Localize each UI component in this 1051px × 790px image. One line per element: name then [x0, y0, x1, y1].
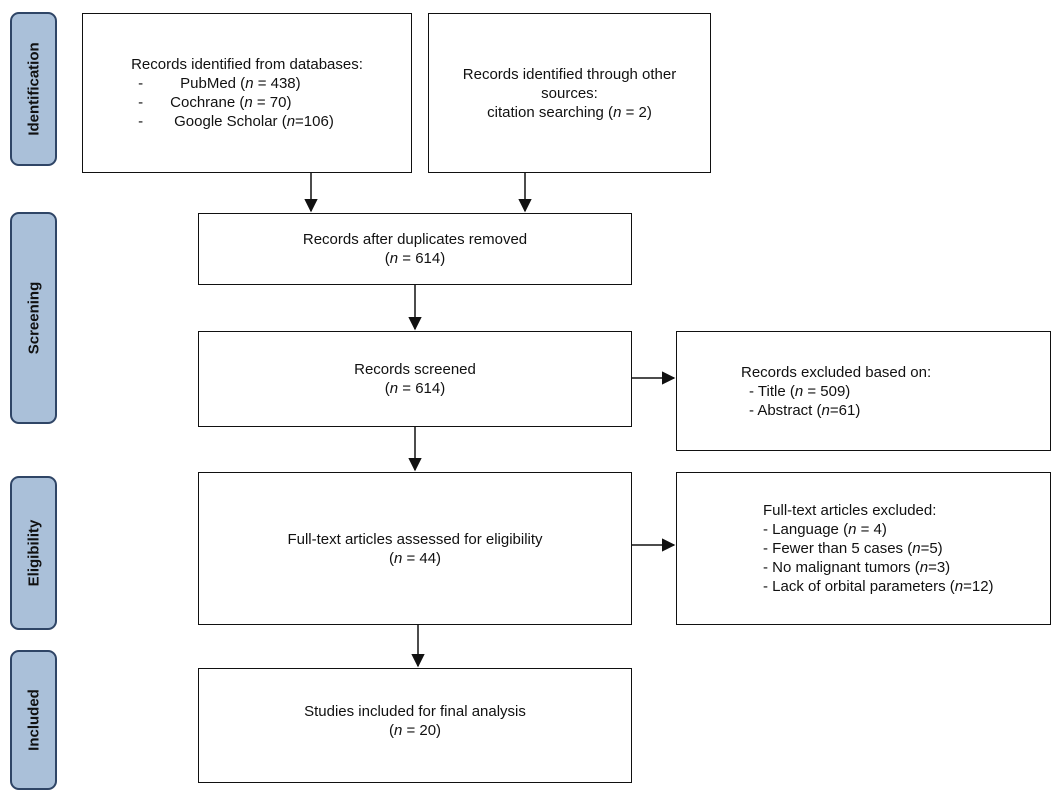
studies-included-count: (n = 20) [388, 721, 442, 739]
list-item: - PubMed (n = 438) [138, 75, 301, 92]
stage-screening: Screening [10, 212, 57, 424]
list-item: - No malignant tumors (n=3) [763, 559, 951, 576]
list-item: - Fewer than 5 cases (n=5) [763, 540, 943, 557]
records-excluded-box: Records excluded based on: - Title (n = … [676, 331, 1051, 451]
fulltext-excluded-box: Full-text articles excluded: - Language … [676, 472, 1051, 625]
stage-eligibility-label: Eligibility [25, 519, 42, 587]
stage-eligibility: Eligibility [10, 476, 57, 630]
other-sources-line1: Records identified through other [462, 65, 677, 83]
databases-heading: Records identified from databases: [131, 56, 363, 73]
stage-identification-label: Identification [25, 42, 42, 136]
records-screened-title: Records screened [354, 361, 476, 378]
stage-included: Included [10, 650, 57, 790]
fulltext-assessed-count: (n = 44) [388, 549, 442, 567]
records-excluded-heading: Records excluded based on: [741, 363, 932, 381]
duplicates-removed-count: (n = 614) [384, 250, 446, 267]
duplicates-removed-box: Records after duplicates removed (n = 61… [198, 213, 632, 285]
fulltext-assessed-title: Full-text articles assessed for eligibil… [287, 530, 543, 548]
list-item: - Title (n = 509) [749, 382, 851, 400]
stage-screening-label: Screening [25, 281, 42, 355]
other-sources-line3: citation searching (n = 2) [487, 103, 652, 121]
list-item: - Language (n = 4) [763, 521, 887, 538]
other-sources-line2: sources: [541, 84, 598, 102]
fulltext-excluded-heading: Full-text articles excluded: [763, 502, 937, 519]
databases-list: - PubMed (n = 438) - Cochrane (n = 70) -… [138, 74, 334, 131]
list-item: - Cochrane (n = 70) [138, 94, 292, 111]
records-screened-box: Records screened (n = 614) [198, 331, 632, 427]
fulltext-assessed-box: Full-text articles assessed for eligibil… [198, 472, 632, 625]
studies-included-box: Studies included for final analysis (n =… [198, 668, 632, 783]
stage-included-label: Included [25, 689, 42, 751]
studies-included-title: Studies included for final analysis [304, 702, 526, 720]
databases-box: Records identified from databases: - Pub… [82, 13, 412, 173]
list-item: - Lack of orbital parameters (n=12) [763, 578, 994, 595]
list-item: - Google Scholar (n=106) [138, 113, 334, 130]
records-screened-count: (n = 614) [384, 380, 446, 397]
stage-identification: Identification [10, 12, 57, 166]
other-sources-box: Records identified through other sources… [428, 13, 711, 173]
duplicates-removed-title: Records after duplicates removed [302, 231, 528, 248]
list-item: - Abstract (n=61) [749, 401, 861, 419]
